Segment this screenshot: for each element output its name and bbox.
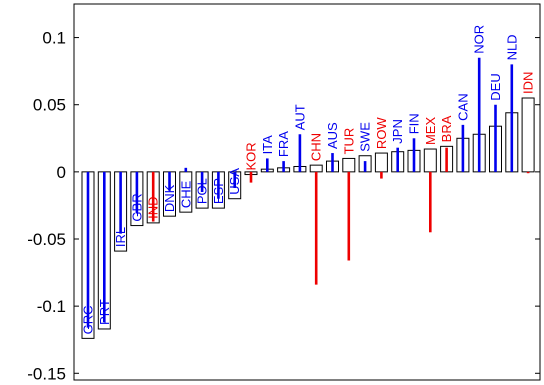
category-label-ind: IND	[146, 196, 161, 218]
category-label-can: CAN	[455, 93, 470, 120]
category-label-idn: IDN	[521, 72, 536, 94]
bar-mex	[423, 148, 437, 173]
bar-chn	[309, 164, 323, 173]
category-label-aut: AUT	[292, 104, 307, 130]
category-label-che: CHE	[178, 180, 193, 208]
y-axis: -0.15 -0.1 -0.05 0 0.05 0.1	[27, 29, 540, 383]
y-tick-label: -0.05	[27, 230, 66, 249]
category-label-mex: MEX	[423, 117, 438, 146]
category-label-ita: ITA	[260, 135, 275, 155]
category-label-jpn: JPN	[390, 119, 405, 144]
y-tick-label: 0	[57, 163, 66, 182]
category-label-nor: NOR	[472, 25, 487, 54]
category-label-chn: CHN	[309, 133, 324, 161]
category-label-swe: SWE	[358, 122, 373, 152]
category-label-irl: IRL	[113, 227, 128, 247]
category-label-prt: PRT	[97, 299, 112, 325]
stems-layer	[86, 57, 530, 328]
plot-frame	[73, 3, 541, 381]
category-label-gbr: GBR	[129, 193, 144, 221]
category-label-dnk: DNK	[162, 184, 177, 212]
category-label-bra: BRA	[439, 115, 454, 142]
bar-row	[374, 152, 388, 173]
category-label-nld: NLD	[504, 34, 519, 60]
category-label-aus: AUS	[325, 122, 340, 149]
y-tick-label: 0.1	[42, 29, 66, 48]
category-label-usa: USA	[227, 168, 242, 195]
y-tick-label: -0.15	[27, 364, 66, 383]
y-tick-label: 0.05	[33, 96, 66, 115]
category-label-deu: DEU	[488, 73, 503, 100]
category-label-esp: ESP	[211, 178, 226, 204]
category-label-tur: TUR	[341, 128, 356, 155]
category-label-row: ROW	[374, 117, 389, 150]
category-label-fra: FRA	[276, 131, 291, 157]
bar-tur	[342, 157, 356, 173]
category-label-pol: POL	[195, 178, 210, 204]
plot-area	[74, 4, 540, 380]
y-tick-label: -0.1	[37, 297, 66, 316]
category-label-kor: KOR	[244, 142, 259, 170]
category-label-fin: FIN	[407, 113, 422, 134]
category-label-grc: GRC	[81, 305, 96, 334]
bar-idn	[521, 97, 535, 173]
